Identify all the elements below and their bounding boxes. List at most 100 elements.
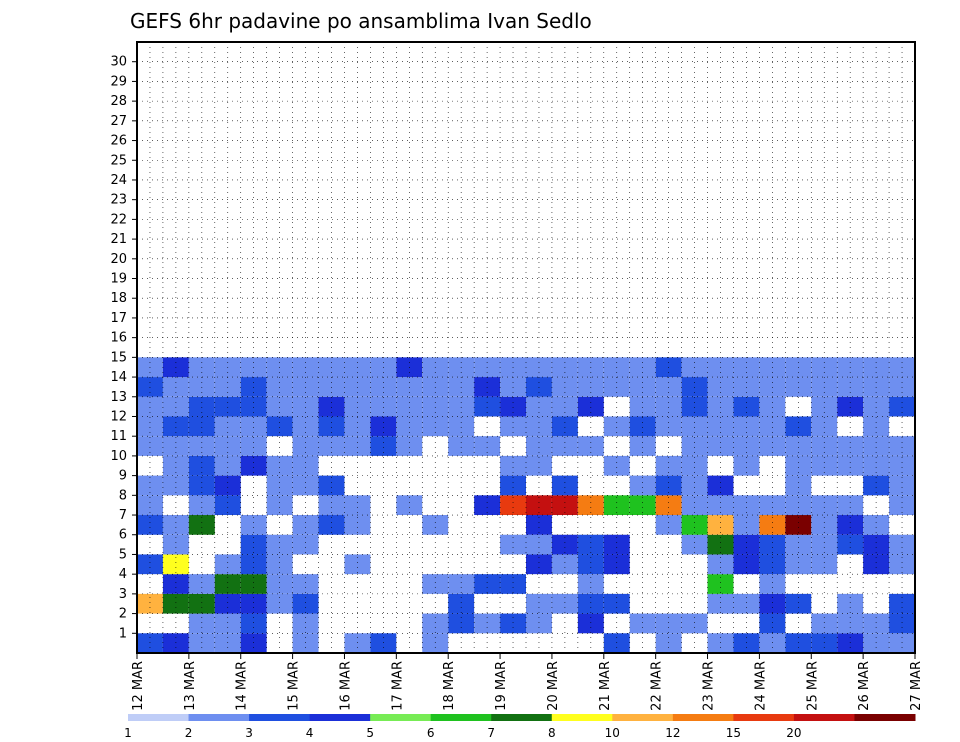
cell: [500, 613, 526, 634]
legend-swatch: [491, 714, 553, 721]
cell: [551, 396, 578, 417]
cell: [889, 475, 915, 496]
cell: [240, 416, 267, 437]
legend-level-label: 15: [726, 726, 741, 740]
cell: [188, 613, 215, 634]
y-tick-label: 10: [110, 449, 127, 464]
cell: [863, 515, 890, 535]
x-tick-label: 19 MAR: [494, 661, 509, 711]
cell: [837, 633, 864, 653]
cell: [448, 436, 475, 456]
cell: [603, 554, 630, 575]
cell: [396, 436, 423, 456]
cell: [292, 455, 319, 476]
cell: [188, 574, 215, 594]
cell: [188, 475, 215, 496]
cell: [344, 495, 371, 516]
cell: [863, 436, 890, 456]
cell: [240, 574, 267, 594]
x-tick-label: 17 MAR: [390, 661, 405, 711]
cell: [214, 475, 241, 496]
cell: [526, 534, 552, 555]
cell: [655, 633, 682, 653]
cell: [837, 495, 864, 516]
y-tick-label: 22: [110, 212, 127, 227]
y-tick-label: 21: [110, 232, 127, 247]
cell: [811, 534, 838, 555]
x-tick-label: 26 MAR: [857, 661, 872, 711]
x-tick-label: 18 MAR: [442, 661, 457, 711]
cell: [655, 613, 682, 634]
cell: [266, 495, 293, 516]
legend-swatch: [370, 714, 432, 721]
cell: [474, 377, 501, 397]
cell: [292, 515, 319, 535]
cell: [396, 495, 423, 516]
cell: [889, 377, 915, 397]
cell: [526, 377, 552, 397]
y-tick-label: 7: [119, 508, 127, 523]
cell: [188, 377, 215, 397]
cell: [551, 534, 578, 555]
cell: [266, 475, 293, 496]
cell: [292, 396, 319, 417]
cell: [551, 495, 578, 516]
cell: [318, 515, 345, 535]
cell: [500, 455, 526, 476]
cell: [681, 475, 708, 496]
legend-level-label: 2: [185, 726, 193, 740]
cell: [863, 613, 890, 634]
cell: [863, 377, 890, 397]
cell: [681, 416, 708, 437]
cell: [837, 534, 864, 555]
cell: [266, 416, 293, 437]
x-tick-label: 14 MAR: [235, 661, 250, 711]
cell: [577, 593, 604, 614]
cell: [811, 436, 838, 456]
cell: [811, 554, 838, 575]
cell: [214, 633, 241, 653]
cell: [759, 593, 786, 614]
cell: [370, 377, 397, 397]
cell: [811, 495, 838, 516]
cell: [240, 515, 267, 535]
cell: [655, 475, 682, 496]
y-tick-label: 14: [110, 370, 127, 385]
cell: [292, 475, 319, 496]
grid-layer: [137, 42, 915, 653]
cell: [500, 377, 526, 397]
cell: [889, 436, 915, 456]
y-tick-label: 6: [119, 528, 127, 543]
cell: [422, 613, 449, 634]
cell: [292, 633, 319, 653]
cell: [681, 396, 708, 417]
cell: [681, 455, 708, 476]
legend-swatch: [309, 714, 371, 721]
cell: [500, 416, 526, 437]
legend-swatch: [551, 714, 613, 721]
cell: [785, 534, 812, 555]
cell: [707, 495, 734, 516]
cell: [448, 396, 475, 417]
cell: [344, 554, 371, 575]
cell: [162, 475, 189, 496]
cell: [785, 377, 812, 397]
cell: [603, 416, 630, 437]
cell: [707, 396, 734, 417]
cell: [266, 396, 293, 417]
chart-title: GEFS 6hr padavine po ansamblima Ivan Sed…: [130, 9, 592, 33]
cell: [137, 495, 163, 516]
cell: [344, 396, 371, 417]
cell: [318, 396, 345, 417]
cell: [577, 534, 604, 555]
cell: [318, 436, 345, 456]
cell: [681, 377, 708, 397]
cell: [292, 534, 319, 555]
cell: [811, 416, 838, 437]
cell: [474, 574, 501, 594]
cell: [474, 436, 501, 456]
cells-layer: [137, 357, 915, 653]
cell: [240, 593, 267, 614]
cell: [162, 593, 189, 614]
